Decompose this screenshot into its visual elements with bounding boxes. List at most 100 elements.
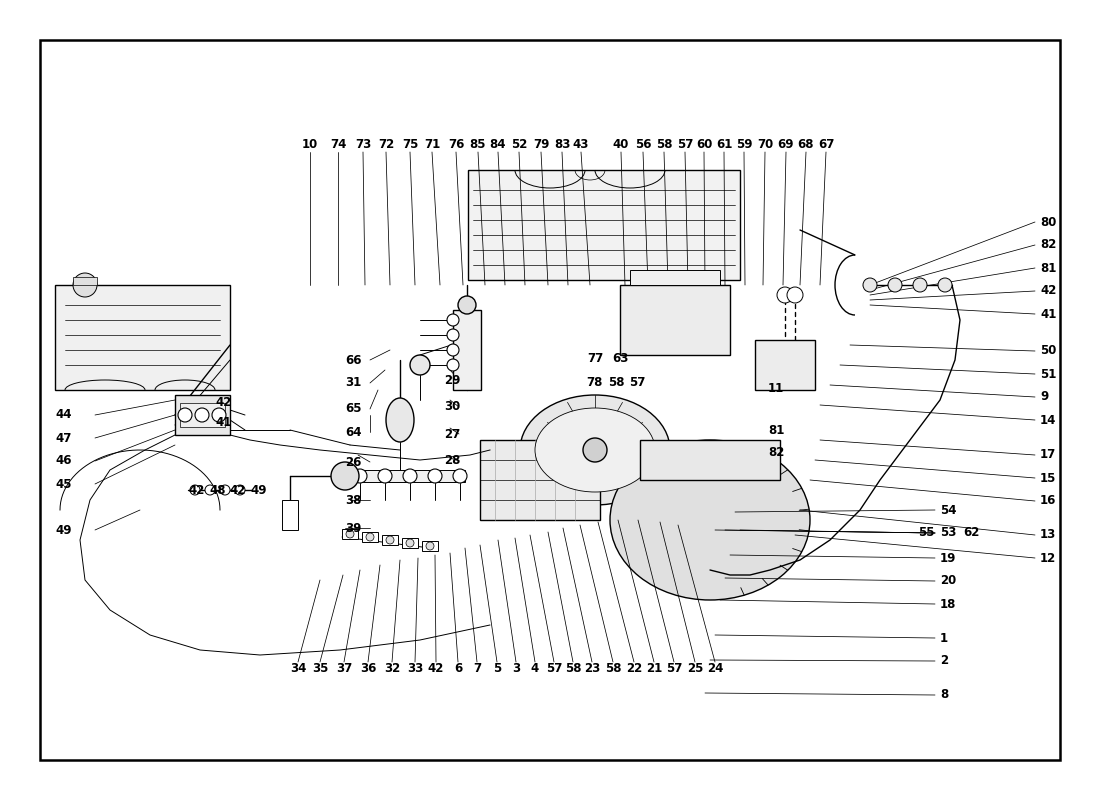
Text: 37: 37 bbox=[336, 662, 352, 674]
Bar bbox=[480, 440, 600, 520]
Circle shape bbox=[235, 485, 245, 495]
Text: 44: 44 bbox=[55, 409, 72, 422]
Text: 85: 85 bbox=[470, 138, 486, 151]
Bar bbox=[362, 532, 378, 542]
Circle shape bbox=[73, 273, 97, 297]
Text: 9: 9 bbox=[1040, 390, 1048, 403]
Text: 53: 53 bbox=[940, 526, 956, 539]
Text: 58: 58 bbox=[605, 662, 621, 674]
Text: 28: 28 bbox=[444, 454, 461, 467]
Text: 34: 34 bbox=[289, 662, 306, 674]
Text: 41: 41 bbox=[214, 417, 231, 430]
Text: 2: 2 bbox=[940, 654, 948, 667]
Text: 29: 29 bbox=[444, 374, 461, 386]
Circle shape bbox=[386, 536, 394, 544]
Bar bbox=[73, 277, 97, 285]
Circle shape bbox=[777, 287, 793, 303]
Text: 18: 18 bbox=[940, 598, 956, 610]
Text: 72: 72 bbox=[378, 138, 394, 151]
Text: 22: 22 bbox=[626, 662, 642, 674]
Text: 4: 4 bbox=[531, 662, 539, 674]
Text: 33: 33 bbox=[407, 662, 424, 674]
Ellipse shape bbox=[535, 408, 654, 492]
Text: 80: 80 bbox=[1040, 215, 1056, 229]
Circle shape bbox=[378, 469, 392, 483]
Bar bbox=[342, 529, 358, 539]
Text: 57: 57 bbox=[629, 377, 646, 390]
Circle shape bbox=[583, 438, 607, 462]
Text: 32: 32 bbox=[384, 662, 400, 674]
Text: 50: 50 bbox=[1040, 345, 1056, 358]
Circle shape bbox=[220, 485, 230, 495]
Text: 58: 58 bbox=[608, 377, 625, 390]
Text: 11: 11 bbox=[768, 382, 784, 394]
Text: 38: 38 bbox=[345, 494, 362, 506]
Text: 21: 21 bbox=[646, 662, 662, 674]
Text: 57: 57 bbox=[546, 662, 562, 674]
Text: 77: 77 bbox=[587, 351, 603, 365]
Text: 75: 75 bbox=[402, 138, 418, 151]
Text: 17: 17 bbox=[1040, 449, 1056, 462]
Text: 41: 41 bbox=[1040, 307, 1056, 321]
Text: 12: 12 bbox=[1040, 551, 1056, 565]
Bar bbox=[620, 285, 730, 355]
Circle shape bbox=[888, 278, 902, 292]
Circle shape bbox=[447, 314, 459, 326]
Text: 47: 47 bbox=[55, 431, 72, 445]
Text: 23: 23 bbox=[584, 662, 601, 674]
Circle shape bbox=[346, 530, 354, 538]
Circle shape bbox=[212, 408, 226, 422]
Text: 60: 60 bbox=[696, 138, 712, 151]
Text: 36: 36 bbox=[360, 662, 376, 674]
Circle shape bbox=[913, 278, 927, 292]
Text: 46: 46 bbox=[55, 454, 72, 467]
Circle shape bbox=[178, 408, 192, 422]
Text: 24: 24 bbox=[707, 662, 723, 674]
Bar bbox=[382, 535, 398, 545]
Bar bbox=[755, 340, 815, 390]
Text: 69: 69 bbox=[778, 138, 794, 151]
Bar bbox=[453, 310, 481, 390]
Circle shape bbox=[426, 542, 434, 550]
Text: 49: 49 bbox=[55, 523, 72, 537]
Circle shape bbox=[458, 296, 476, 314]
Bar bbox=[422, 541, 438, 551]
Text: 61: 61 bbox=[716, 138, 733, 151]
Text: 42: 42 bbox=[214, 397, 231, 410]
Circle shape bbox=[453, 469, 468, 483]
Text: 67: 67 bbox=[817, 138, 834, 151]
Text: 35: 35 bbox=[311, 662, 328, 674]
Text: 13: 13 bbox=[1040, 529, 1056, 542]
Text: 55: 55 bbox=[918, 526, 935, 539]
Text: 8: 8 bbox=[940, 689, 948, 702]
Bar bbox=[630, 270, 720, 285]
Text: 66: 66 bbox=[345, 354, 362, 366]
Text: 70: 70 bbox=[757, 138, 773, 151]
Text: 63: 63 bbox=[612, 351, 628, 365]
Text: 16: 16 bbox=[1040, 494, 1056, 507]
Text: 20: 20 bbox=[940, 574, 956, 587]
Text: 10: 10 bbox=[301, 138, 318, 151]
Text: 73: 73 bbox=[355, 138, 371, 151]
Ellipse shape bbox=[610, 440, 810, 600]
Text: 26: 26 bbox=[345, 455, 362, 469]
Text: 42: 42 bbox=[1040, 285, 1056, 298]
Ellipse shape bbox=[520, 395, 670, 505]
Text: 3: 3 bbox=[512, 662, 520, 674]
Circle shape bbox=[406, 539, 414, 547]
Circle shape bbox=[353, 469, 367, 483]
Text: 82: 82 bbox=[1040, 238, 1056, 251]
Text: 5: 5 bbox=[493, 662, 502, 674]
Text: 58: 58 bbox=[656, 138, 672, 151]
Text: 42: 42 bbox=[188, 483, 205, 497]
Text: 57: 57 bbox=[676, 138, 693, 151]
Text: 64: 64 bbox=[345, 426, 362, 438]
Text: 62: 62 bbox=[962, 526, 979, 539]
Text: 58: 58 bbox=[564, 662, 581, 674]
Text: 7: 7 bbox=[473, 662, 481, 674]
Circle shape bbox=[205, 485, 214, 495]
Bar bbox=[402, 538, 418, 548]
Text: 27: 27 bbox=[444, 427, 460, 441]
Text: 45: 45 bbox=[55, 478, 72, 490]
Text: 31: 31 bbox=[345, 377, 361, 390]
